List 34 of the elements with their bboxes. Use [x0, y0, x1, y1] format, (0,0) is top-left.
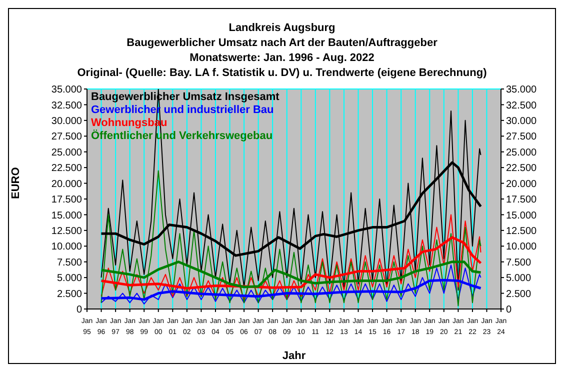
y-tick-label: 10.000 — [51, 242, 82, 253]
y2-tick-label: 10.000 — [506, 242, 538, 253]
y2-tick-label: 35.000 — [506, 84, 538, 96]
y2-tick-label: 0 — [506, 304, 512, 316]
y2-tick-label: 32.500 — [506, 100, 538, 112]
y2-tick-label: 25.000 — [506, 147, 538, 158]
y-tick-label: 17.500 — [51, 194, 82, 206]
y2-tick-label: 30.000 — [506, 116, 538, 127]
y-tick-label: 35.000 — [51, 84, 82, 96]
y-tick-label: 15.000 — [51, 210, 82, 222]
y2-tick-label: 22.500 — [506, 163, 538, 174]
y-tick-label: 32.500 — [51, 100, 82, 112]
y-tick-label: 12.500 — [51, 226, 82, 237]
y-tick-label: 7.500 — [56, 257, 82, 268]
y-axis-title: EURO — [10, 166, 22, 199]
chart-title: Landkreis Augsburg — [228, 21, 336, 36]
y2-tick-label: 7.500 — [506, 257, 532, 268]
y-tick-label: 30.000 — [51, 116, 82, 127]
x-axis-title: Jahr — [282, 350, 306, 362]
y2-tick-label: 12.500 — [506, 226, 538, 237]
y2-tick-label: 5.000 — [506, 273, 532, 284]
y-tick-label: 20.000 — [51, 178, 82, 190]
y2-tick-label: 15.000 — [506, 210, 538, 222]
y-tick-label: 27.500 — [51, 132, 82, 143]
y-tick-label: 25.000 — [51, 147, 82, 158]
y-tick-label: 0 — [76, 304, 82, 316]
y2-tick-label: 2.500 — [506, 288, 532, 300]
y-tick-label: 5.000 — [56, 273, 82, 284]
y2-tick-label: 27.500 — [506, 132, 538, 143]
y-tick-label: 22.500 — [51, 163, 82, 174]
y2-tick-label: 20.000 — [506, 178, 538, 190]
y2-tick-label: 17.500 — [506, 194, 538, 206]
y-tick-label: 2.500 — [56, 288, 82, 300]
chart-subtitle: Baugewerblicher Umsatz nach Art der Bauten/Auftraggeber Monatswerte: Jan. 1996 - Aug. 2022 Original- (Quelle: Bay. LA f. Statistik u. DV) u. Trendwerte (eigene Berechnung) — [76, 36, 488, 81]
